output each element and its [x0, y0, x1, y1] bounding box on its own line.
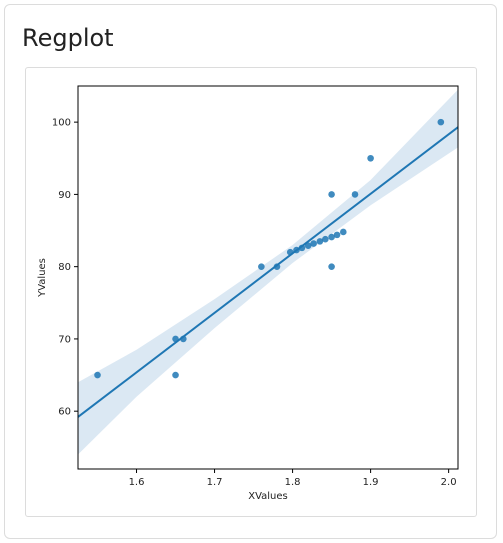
scatter-point — [328, 191, 335, 198]
scatter-point — [310, 240, 317, 247]
plot-frame — [77, 85, 459, 470]
scatter-point — [333, 231, 341, 239]
x-tick-label: 2.0 — [441, 477, 457, 488]
y-tick-label: 60 — [58, 407, 71, 418]
x-ticks: 1.6 1.7 1.8 1.9 2.0 — [129, 469, 457, 488]
x-tick-label: 1.8 — [285, 477, 301, 488]
x-axis-label: XValues — [248, 491, 288, 502]
scatter-point — [328, 263, 335, 270]
scatter-point — [304, 242, 312, 250]
y-tick-label: 100 — [52, 118, 71, 129]
regression-line — [77, 126, 459, 418]
scatter-point — [180, 335, 187, 343]
scatter-point — [322, 235, 329, 243]
y-tick-label: 80 — [58, 262, 71, 273]
regression-line-layer — [77, 126, 459, 418]
scatter-point — [258, 263, 265, 270]
scatter-point — [298, 244, 306, 252]
x-tick-label: 1.6 — [129, 477, 145, 488]
scatter-points-layer — [94, 118, 445, 379]
y-tick-label: 90 — [58, 190, 71, 201]
scatter-point — [286, 248, 294, 256]
scatter-point — [351, 191, 359, 198]
scatter-point — [172, 335, 179, 343]
scatter-point — [293, 246, 300, 254]
scatter-point — [339, 228, 347, 236]
scatter-point — [94, 371, 101, 379]
x-tick-label: 1.7 — [207, 477, 223, 488]
scatter-point — [172, 371, 179, 379]
scatter-point — [273, 263, 281, 270]
page-title: Regplot — [22, 24, 114, 52]
scatter-point — [316, 238, 324, 245]
y-axis-label: YValues — [37, 258, 48, 298]
scatter-point — [328, 233, 335, 241]
scatter-point — [367, 154, 374, 162]
y-tick-label: 70 — [58, 334, 71, 345]
x-tick-label: 1.9 — [363, 477, 379, 488]
y-ticks: 60 70 80 90 100 — [52, 118, 78, 418]
scatter-point — [437, 118, 445, 126]
